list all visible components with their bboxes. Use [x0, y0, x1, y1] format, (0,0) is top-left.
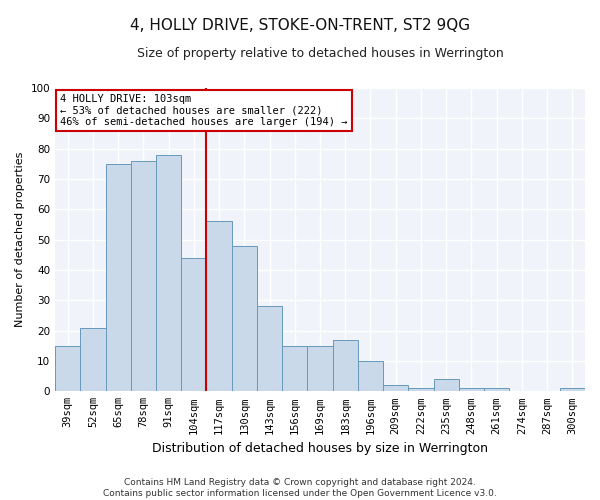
Bar — [156, 155, 181, 392]
Bar — [560, 388, 585, 392]
Bar — [206, 222, 232, 392]
Bar — [282, 346, 307, 392]
Bar — [484, 388, 509, 392]
Bar — [434, 379, 459, 392]
Bar — [409, 388, 434, 392]
Y-axis label: Number of detached properties: Number of detached properties — [15, 152, 25, 328]
Text: 4 HOLLY DRIVE: 103sqm
← 53% of detached houses are smaller (222)
46% of semi-det: 4 HOLLY DRIVE: 103sqm ← 53% of detached … — [60, 94, 347, 128]
Bar — [106, 164, 131, 392]
Text: Contains HM Land Registry data © Crown copyright and database right 2024.
Contai: Contains HM Land Registry data © Crown c… — [103, 478, 497, 498]
Bar — [131, 161, 156, 392]
Bar — [383, 385, 409, 392]
Bar — [307, 346, 332, 392]
X-axis label: Distribution of detached houses by size in Werrington: Distribution of detached houses by size … — [152, 442, 488, 455]
Bar — [257, 306, 282, 392]
Bar — [55, 346, 80, 392]
Title: Size of property relative to detached houses in Werrington: Size of property relative to detached ho… — [137, 48, 503, 60]
Bar — [459, 388, 484, 392]
Bar — [181, 258, 206, 392]
Bar — [332, 340, 358, 392]
Text: 4, HOLLY DRIVE, STOKE-ON-TRENT, ST2 9QG: 4, HOLLY DRIVE, STOKE-ON-TRENT, ST2 9QG — [130, 18, 470, 32]
Bar — [80, 328, 106, 392]
Bar — [232, 246, 257, 392]
Bar — [358, 361, 383, 392]
